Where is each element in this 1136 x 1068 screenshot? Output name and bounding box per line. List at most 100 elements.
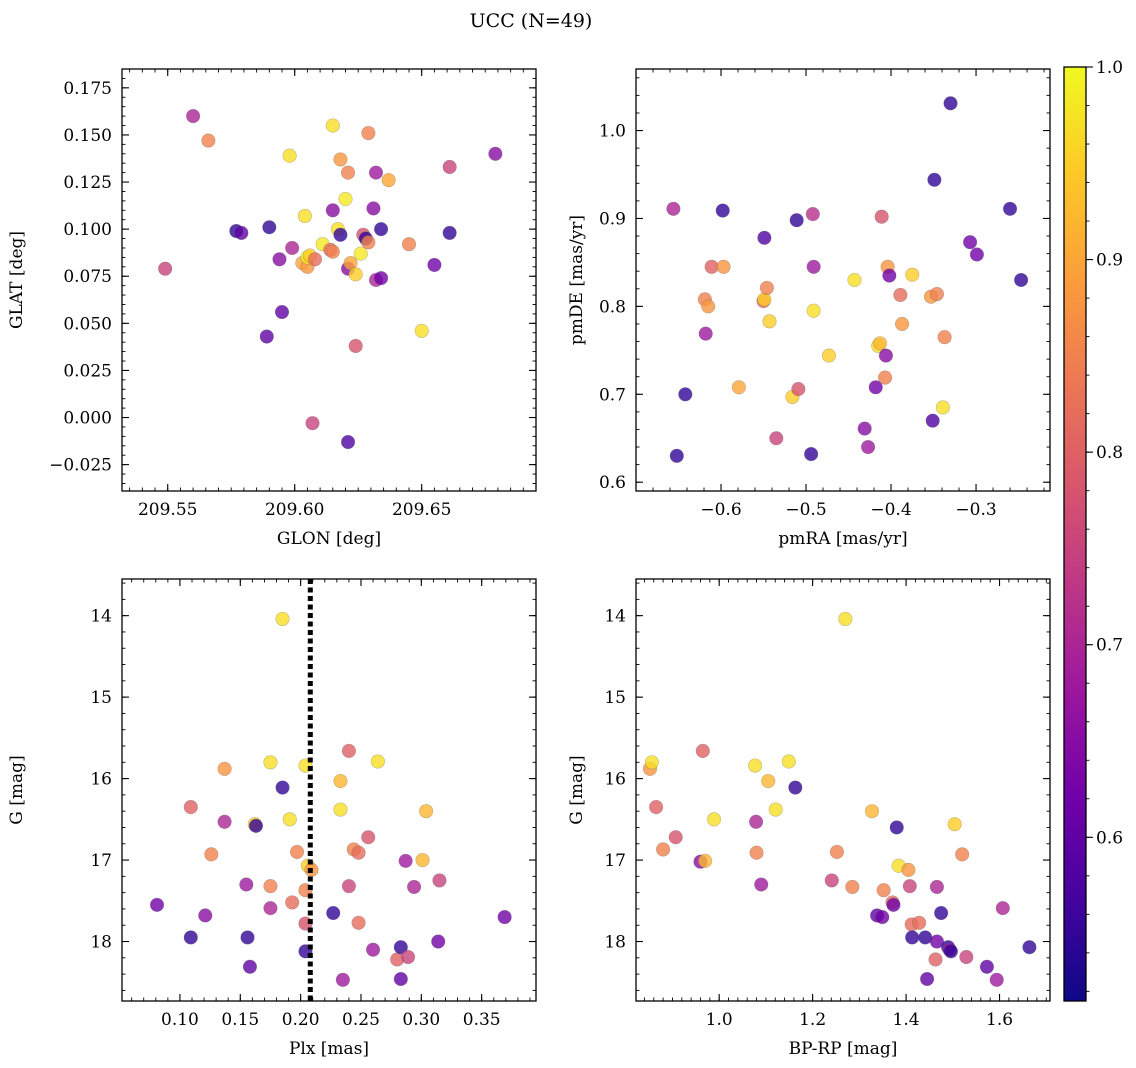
data-point — [920, 971, 935, 987]
x-tick-label: 1.4 — [893, 1010, 920, 1030]
data-point — [488, 146, 503, 161]
data-point — [902, 879, 917, 894]
data-point — [868, 380, 883, 395]
data-point — [497, 909, 512, 925]
x-tick-label: 209.65 — [392, 500, 451, 520]
data-point — [217, 761, 232, 776]
data-point — [901, 862, 916, 877]
y-tick-label: 17 — [90, 851, 112, 871]
data-point — [326, 905, 341, 921]
data-point — [912, 915, 927, 930]
x-tick-label: 209.55 — [138, 500, 197, 520]
x-tick-label: 209.60 — [265, 500, 324, 520]
data-point — [239, 877, 254, 892]
data-point — [400, 949, 416, 965]
data-point — [749, 845, 764, 860]
x-tick-label: −0.4 — [870, 500, 911, 520]
data-point — [361, 235, 376, 250]
data-point — [340, 434, 356, 450]
x-tick-label: 0.30 — [402, 1010, 440, 1030]
data-point — [847, 272, 862, 288]
data-point — [877, 370, 893, 385]
data-point — [805, 206, 820, 222]
ticks — [636, 579, 1050, 1001]
axes-frame — [121, 68, 537, 492]
data-point — [282, 812, 297, 827]
colorbar: 0.6 0.7 0.8 0.9 1.0 — [1063, 58, 1123, 1002]
data-point — [414, 323, 429, 338]
data-point — [198, 908, 213, 923]
data-point — [768, 802, 783, 817]
data-point — [905, 267, 920, 282]
data-point — [275, 611, 290, 627]
data-point — [431, 934, 446, 949]
data-point — [338, 191, 353, 207]
data-point — [704, 259, 719, 274]
data-point — [644, 755, 659, 770]
data-point — [305, 416, 320, 431]
data-point — [307, 252, 323, 267]
data-point — [806, 259, 821, 274]
data-point — [757, 230, 772, 245]
data-point — [947, 817, 962, 832]
data-point — [373, 271, 389, 286]
axes-frame — [635, 578, 1051, 1002]
y-tick-label: 0.050 — [63, 314, 112, 334]
axes-frame — [635, 68, 1051, 492]
data-point — [804, 446, 819, 462]
y-axis-label: G [mag] — [567, 755, 587, 824]
data-point — [432, 873, 447, 888]
data-point — [905, 930, 920, 945]
data-point — [234, 225, 249, 241]
x-tick-label: 0.10 — [161, 1010, 199, 1030]
y-axis-label: pmDE [mas/yr] — [567, 215, 587, 345]
data-point — [333, 802, 348, 817]
data-point — [297, 208, 312, 224]
colorbar-tick-label: 0.9 — [1096, 251, 1123, 271]
data-point — [806, 303, 821, 318]
y-tick-label: 0.000 — [63, 409, 112, 429]
data-point — [979, 959, 995, 974]
data-point — [759, 280, 775, 296]
y-tick-label: 0.150 — [63, 126, 112, 146]
data-point — [401, 237, 417, 252]
y-tick-label: 16 — [604, 770, 626, 790]
data-point — [937, 330, 952, 345]
scatter-points — [666, 96, 1029, 463]
data-point — [419, 804, 434, 819]
data-point — [285, 895, 300, 910]
data-point — [333, 152, 348, 167]
data-point — [325, 203, 340, 218]
data-point — [754, 877, 769, 892]
data-point — [761, 773, 776, 789]
data-point — [698, 326, 713, 341]
data-point — [889, 820, 904, 835]
data-point — [678, 387, 693, 402]
data-point — [361, 125, 376, 141]
x-tick-label: 0.20 — [282, 1010, 320, 1030]
data-point — [285, 240, 300, 256]
x-tick-label: −0.6 — [700, 500, 741, 520]
data-point — [716, 259, 731, 274]
data-point — [368, 165, 384, 180]
data-point — [351, 845, 366, 860]
panel-glon-glat: 209.55 209.60 209.65 −0.025 0.000 0.025 0.050 0… — [7, 68, 537, 549]
data-point — [381, 173, 396, 188]
data-point — [666, 201, 681, 216]
data-point — [240, 930, 255, 945]
data-point — [878, 348, 894, 363]
data-point — [943, 944, 959, 959]
panels: 209.55 209.60 209.65 −0.025 0.000 0.025 0.050 0… — [7, 68, 1051, 1059]
data-point — [943, 96, 958, 111]
data-point — [669, 448, 684, 463]
data-point — [781, 754, 796, 769]
data-point — [365, 942, 381, 957]
colorbar-tick-label: 0.8 — [1096, 443, 1123, 463]
data-point — [348, 267, 363, 282]
data-point — [876, 883, 891, 898]
data-point — [341, 879, 357, 894]
data-point — [335, 972, 350, 987]
data-point — [695, 743, 710, 758]
data-point — [348, 338, 363, 354]
data-point — [989, 972, 1004, 987]
